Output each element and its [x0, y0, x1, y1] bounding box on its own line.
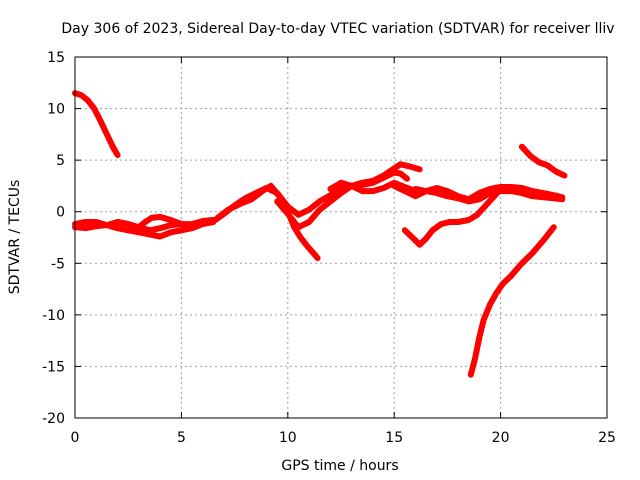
series-arc-4	[114, 213, 195, 231]
x-tick-label: 25	[598, 430, 616, 446]
plot-frame	[74, 56, 608, 419]
series-arc-12	[518, 143, 568, 179]
x-tick-label: 5	[177, 430, 186, 446]
grid	[75, 57, 607, 418]
y-tick-label: -10	[42, 308, 65, 324]
y-tick-label: 15	[47, 50, 65, 66]
y-tick-label: 0	[56, 205, 65, 221]
series-arc-8	[327, 161, 423, 192]
series-arc-11	[401, 186, 504, 248]
data-series	[72, 90, 568, 378]
y-tick-label: 5	[56, 153, 65, 169]
y-tick-label: -5	[51, 256, 65, 272]
y-tick-label: -15	[42, 359, 65, 375]
x-axis-label: GPS time / hours	[281, 458, 398, 474]
chart-title: Day 306 of 2023, Sidereal Day-to-day VTE…	[61, 21, 614, 37]
series-arc-10	[412, 186, 566, 205]
y-tick-label: 10	[47, 102, 65, 118]
y-tick-label: -20	[42, 411, 65, 427]
x-tick-label: 15	[385, 430, 403, 446]
x-tick-label: 20	[492, 430, 510, 446]
x-tick-label: 10	[279, 430, 297, 446]
x-tick-label: 0	[71, 430, 80, 446]
y-axis-label: SDTVAR / TECUs	[7, 180, 23, 295]
series-arc-13	[467, 224, 557, 378]
axis-ticks: 0 5 10 15 20 25 -20 -15 -10 -5 0 5 10 15	[42, 50, 616, 446]
series-arc-1	[72, 90, 121, 158]
